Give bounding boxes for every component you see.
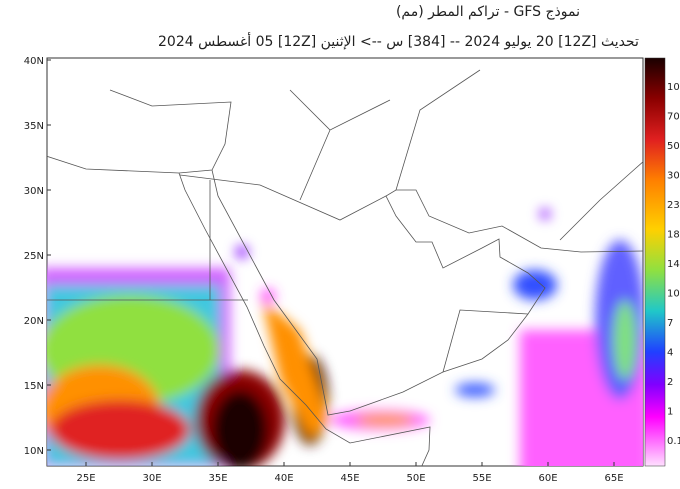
subtitle: تحديث [12Z] 20 يوليو 2024 -- [384] س -->…	[158, 34, 639, 50]
lat-label: 15N	[24, 381, 44, 392]
colorbar-label: 50	[667, 141, 680, 152]
lon-label: 25E	[76, 473, 95, 484]
lat-label: 35N	[24, 121, 44, 132]
lon-label: 45E	[340, 473, 359, 484]
colorbar-label: 100	[667, 82, 680, 93]
colorbar	[644, 57, 666, 467]
colorbar-label: 10	[667, 289, 680, 300]
lon-label: 40E	[274, 473, 293, 484]
lon-label: 55E	[472, 473, 491, 484]
colorbar-label: 23	[667, 200, 680, 211]
lon-label: 35E	[208, 473, 227, 484]
colorbar-label: 0.1	[667, 436, 680, 447]
lat-label: 30N	[24, 186, 44, 197]
colorbar-label: 18	[667, 230, 680, 241]
colorbar-label: 70	[667, 112, 680, 123]
colorbar-label: 7	[667, 318, 673, 329]
colorbar-label: 2	[667, 377, 673, 388]
lat-label: 10N	[24, 446, 44, 457]
lon-label: 65E	[604, 473, 623, 484]
colorbar-label: 4	[667, 348, 673, 359]
lat-label: 20N	[24, 316, 44, 327]
lon-label: 60E	[538, 473, 557, 484]
lon-label: 30E	[142, 473, 161, 484]
title: نموذج GFS - تراكم المطر (مم)	[395, 4, 580, 20]
lon-label: 50E	[406, 473, 425, 484]
colorbar-label: 30	[667, 171, 680, 182]
colorbar-label: 1	[667, 407, 673, 418]
lat-label: 40N	[24, 56, 44, 67]
colorbar-label: 14	[667, 259, 680, 270]
lat-label: 25N	[24, 251, 44, 262]
precipitation	[47, 209, 643, 466]
coastlines	[47, 69, 643, 466]
